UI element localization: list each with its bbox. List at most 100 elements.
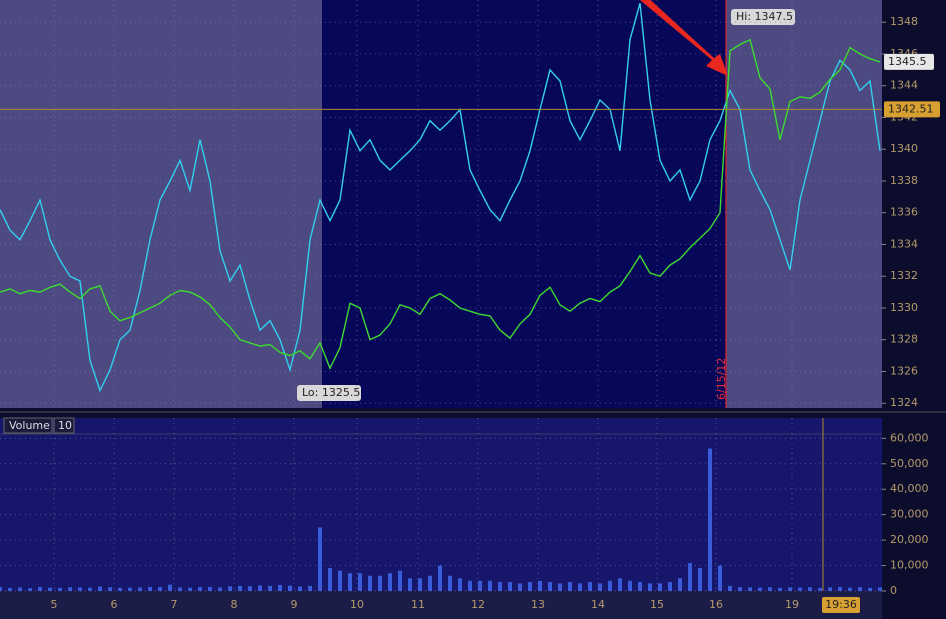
volume-bar bbox=[508, 582, 512, 591]
volume-bar bbox=[8, 587, 12, 591]
volume-bar bbox=[358, 573, 362, 591]
volume-bar bbox=[588, 582, 592, 591]
lo-label-box bbox=[297, 385, 361, 401]
x-tick-label: 19 bbox=[785, 598, 799, 611]
hi-label-box bbox=[731, 9, 795, 25]
y-tick-label: 10,000 bbox=[890, 559, 929, 572]
volume-period: 10 bbox=[58, 419, 72, 432]
last-label-box bbox=[884, 53, 934, 70]
volume-pane bbox=[0, 418, 882, 591]
hi-label: Hi: 1347.5 bbox=[736, 10, 793, 23]
volume-bar bbox=[758, 587, 762, 591]
volume-bar bbox=[388, 573, 392, 591]
volume-bar bbox=[408, 578, 412, 591]
volume-bar bbox=[58, 587, 62, 591]
volume-bar bbox=[788, 587, 792, 591]
time-label: 19:36 bbox=[825, 598, 857, 611]
volume-bar bbox=[538, 580, 542, 591]
volume-bar bbox=[418, 578, 422, 591]
volume-bar bbox=[208, 586, 212, 591]
volume-bar bbox=[218, 587, 222, 591]
volume-bar bbox=[728, 585, 732, 591]
volume-bar bbox=[128, 587, 132, 591]
x-tick-label: 13 bbox=[531, 598, 545, 611]
y-tick-label: 1340 bbox=[890, 142, 918, 155]
volume-bar bbox=[838, 586, 842, 591]
volume-bar bbox=[28, 588, 32, 591]
reference-label: 1342.51 bbox=[888, 102, 934, 115]
y-tick-label: 1326 bbox=[890, 364, 918, 377]
volume-bar bbox=[0, 587, 2, 591]
volume-label-box bbox=[3, 417, 53, 434]
volume-bar bbox=[248, 586, 252, 591]
x-tick-label: 10 bbox=[350, 598, 364, 611]
volume-bar bbox=[258, 585, 262, 591]
volume-bar bbox=[498, 582, 502, 591]
reference-label-box bbox=[884, 101, 940, 118]
y-tick-label: 30,000 bbox=[890, 508, 929, 521]
y-tick-label: 1344 bbox=[890, 79, 918, 92]
volume-bar bbox=[708, 448, 712, 591]
volume-bar bbox=[448, 575, 452, 591]
volume-bar bbox=[138, 587, 142, 591]
volume-title: Volume bbox=[9, 419, 50, 432]
volume-bar bbox=[828, 587, 832, 591]
volume-bar bbox=[428, 575, 432, 591]
volume-bar bbox=[878, 587, 882, 591]
volume-bar bbox=[78, 587, 82, 591]
y-tick-label: 1336 bbox=[890, 206, 918, 219]
x-tick-label: 9 bbox=[291, 598, 298, 611]
volume-bar bbox=[478, 580, 482, 591]
volume-bar bbox=[178, 587, 182, 591]
volume-bar bbox=[288, 585, 292, 591]
x-tick-label: 11 bbox=[411, 598, 425, 611]
x-tick-label: 16 bbox=[709, 598, 723, 611]
volume-bar bbox=[778, 587, 782, 591]
last-label: 1345.5 bbox=[888, 55, 927, 68]
session-shade bbox=[322, 0, 726, 408]
volume-bar bbox=[238, 585, 242, 591]
y-tick-label: 1332 bbox=[890, 269, 918, 282]
volume-bar bbox=[348, 573, 352, 591]
volume-bar bbox=[368, 575, 372, 591]
volume-bar bbox=[668, 582, 672, 591]
volume-bar bbox=[648, 583, 652, 591]
volume-bar bbox=[868, 587, 872, 591]
time-box bbox=[822, 597, 860, 613]
y-tick-label: 60,000 bbox=[890, 431, 929, 444]
volume-bar bbox=[188, 587, 192, 591]
x-tick-label: 8 bbox=[231, 598, 238, 611]
volume-bar bbox=[528, 582, 532, 591]
volume-bar bbox=[848, 587, 852, 591]
x-tick-label: 12 bbox=[471, 598, 485, 611]
volume-bar bbox=[718, 565, 722, 591]
x-tick-label: 5 bbox=[51, 598, 58, 611]
x-axis-strip bbox=[0, 591, 882, 619]
volume-bar bbox=[858, 587, 862, 591]
volume-bar bbox=[638, 582, 642, 591]
series-line bbox=[0, 3, 881, 393]
volume-bar bbox=[68, 587, 72, 591]
volume-bar bbox=[768, 587, 772, 591]
y-tick-label: 1334 bbox=[890, 237, 918, 250]
volume-bar bbox=[378, 575, 382, 591]
x-tick-label: 15 bbox=[650, 598, 664, 611]
volume-bar bbox=[678, 578, 682, 591]
volume-bar bbox=[168, 584, 172, 591]
volume-bar bbox=[278, 584, 282, 591]
volume-bar bbox=[328, 568, 332, 591]
volume-bar bbox=[658, 583, 662, 591]
volume-bar bbox=[818, 587, 822, 591]
y-tick-label: 1348 bbox=[890, 15, 918, 28]
volume-bar bbox=[558, 583, 562, 591]
volume-bar bbox=[338, 570, 342, 591]
volume-bar bbox=[38, 586, 42, 591]
y-tick-label: 1330 bbox=[890, 301, 918, 314]
volume-bar bbox=[198, 587, 202, 591]
date-label: 6/15/12 bbox=[715, 358, 728, 400]
y-tick-label: 20,000 bbox=[890, 533, 929, 546]
volume-bar bbox=[228, 586, 232, 591]
volume-bar bbox=[698, 568, 702, 591]
volume-bar bbox=[398, 570, 402, 591]
